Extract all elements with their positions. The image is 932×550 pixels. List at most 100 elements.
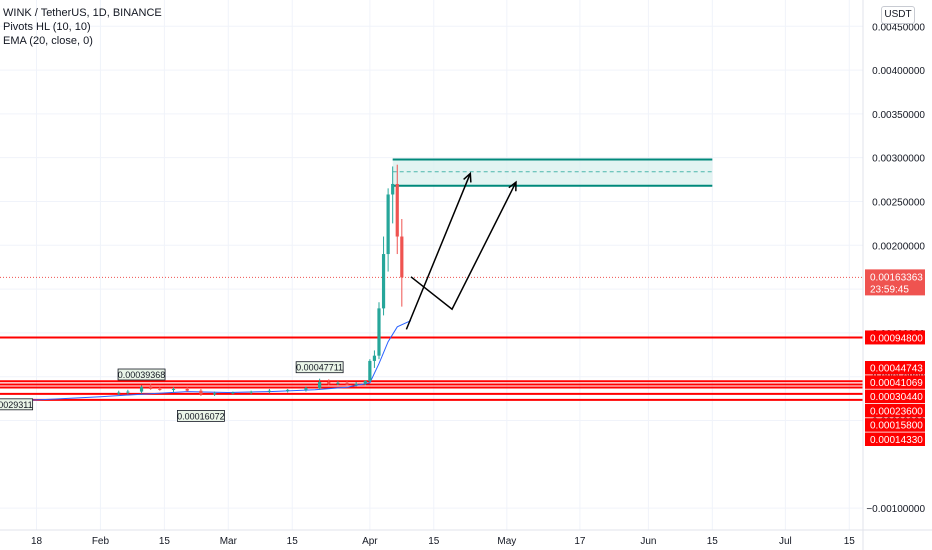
time-tick-label: 18: [31, 536, 43, 547]
candle: [171, 387, 176, 393]
currency-unit-button[interactable]: USDT: [881, 6, 915, 24]
candle-body: [126, 391, 130, 393]
pivot-label-text: 0.00029311: [0, 400, 33, 410]
pivot-label-box: [177, 410, 225, 422]
arrow-head: [508, 180, 517, 192]
candle: [400, 219, 404, 307]
price-axis[interactable]: 0.00400000 0.00350000 0.00300000 0.00250000…: [862, 0, 925, 550]
indicator-ema[interactable]: EMA (20, close, 0): [3, 35, 93, 47]
ema-series-line: [0, 320, 412, 402]
time-tick-label: 15: [844, 536, 856, 547]
candle-body: [199, 390, 203, 395]
price-tick-label: −0.00100000: [866, 504, 925, 515]
pivot-label-text: 0.00016072: [177, 411, 225, 421]
projection-arrows: [405, 171, 517, 330]
candle-body: [171, 388, 176, 390]
arrow-line: [410, 181, 517, 311]
target-zone-fill: [392, 159, 713, 186]
current-price-badge: [865, 269, 925, 296]
projection-arrow: [410, 180, 517, 311]
pivot-label-box: [117, 368, 166, 381]
level-badge-label: 0.00041069: [870, 378, 923, 389]
candle-body: [139, 387, 144, 392]
candle: [345, 381, 349, 386]
level-badge-bg: [865, 389, 925, 404]
candle-body: [213, 393, 217, 395]
horizontal-levels: [0, 276, 863, 401]
level-badge-label: 0.00094800: [870, 333, 923, 344]
level-badge-label: 0.00023600: [870, 406, 923, 417]
pivot-label-text: 0.00047711: [296, 363, 343, 373]
candle: [199, 388, 203, 396]
level-badge-bg: [865, 361, 925, 375]
time-tick-label: 15: [428, 536, 440, 547]
time-tick-label: 15: [159, 536, 171, 547]
level-badge-label: 0.00014330: [870, 435, 923, 446]
candle: [377, 302, 381, 360]
candle: [213, 391, 217, 396]
pivot-label-high: 0.00047711: [295, 361, 344, 374]
candle-body: [149, 387, 153, 389]
candle-body: [327, 381, 331, 384]
candle: [372, 350, 377, 368]
pivot-label-box: [0, 398, 34, 411]
candle-body: [117, 392, 121, 394]
candle-body: [377, 308, 381, 356]
price-tick-label: 0.00200000: [872, 241, 925, 252]
price-tick-label-partial: 0.00450000: [872, 22, 925, 33]
candle: [354, 381, 358, 387]
candlestick-series: [117, 164, 404, 396]
time-tick-label: 17: [574, 536, 586, 547]
candle: [391, 166, 395, 224]
indicator-pivots[interactable]: Pivots HL (10, 10): [3, 21, 91, 33]
pivot-label-low: 0.00016072: [177, 410, 225, 422]
ema-line: [0, 320, 412, 402]
level-badge-label: 0.00030440: [870, 392, 923, 403]
candle: [395, 164, 399, 255]
candle-body: [400, 236, 404, 278]
candle-body: [395, 183, 399, 237]
candle-body: [372, 355, 377, 361]
candle-body: [286, 389, 290, 391]
arrow-line: [405, 173, 472, 330]
candle-body: [318, 381, 322, 389]
time-tick-label: 15: [707, 536, 719, 547]
candle-body: [363, 381, 367, 384]
time-tick-label: Jun: [640, 536, 656, 547]
candle-body: [185, 388, 189, 391]
time-tick-label: May: [497, 536, 516, 547]
price-tick-label: 0.00250000: [872, 197, 925, 208]
candle-body: [354, 383, 358, 385]
candle: [185, 387, 189, 392]
pivot-label-box: [295, 361, 344, 374]
time-axis[interactable]: 18 Feb 15 Mar 15 Apr 15 May 17 Jun 15 Jul 15: [0, 529, 932, 547]
candle: [304, 386, 308, 392]
time-tick-label: Apr: [362, 536, 378, 547]
candle-body: [381, 254, 386, 309]
candle: [267, 388, 272, 394]
time-tick-label: 15: [287, 536, 299, 547]
candle: [318, 378, 322, 390]
candle-body: [249, 391, 253, 393]
pivot-label-text: 0.00039368: [118, 370, 166, 380]
level-badge-bg: [865, 330, 925, 345]
candle-body: [304, 388, 308, 390]
arrow-head: [463, 171, 472, 183]
candle: [386, 188, 390, 272]
chart-legend: WINK / TetherUS, 1D, BINANCE Pivots HL (…: [3, 6, 162, 48]
candle: [149, 383, 153, 390]
time-tick-label: Mar: [220, 536, 238, 547]
target-zone: [392, 158, 713, 187]
current-price-label: 0.00163363: [870, 272, 923, 283]
candle-body: [345, 382, 349, 385]
level-badge-label: 0.00015800: [870, 421, 923, 432]
candle-body: [158, 388, 162, 390]
candle: [336, 381, 340, 386]
candle: [249, 390, 253, 395]
level-badge-bg: [865, 418, 925, 432]
symbol-title[interactable]: WINK / TetherUS, 1D, BINANCE: [3, 7, 162, 19]
candle-body: [336, 382, 340, 384]
candle-body: [386, 194, 390, 255]
level-badge-bg: [865, 403, 925, 418]
